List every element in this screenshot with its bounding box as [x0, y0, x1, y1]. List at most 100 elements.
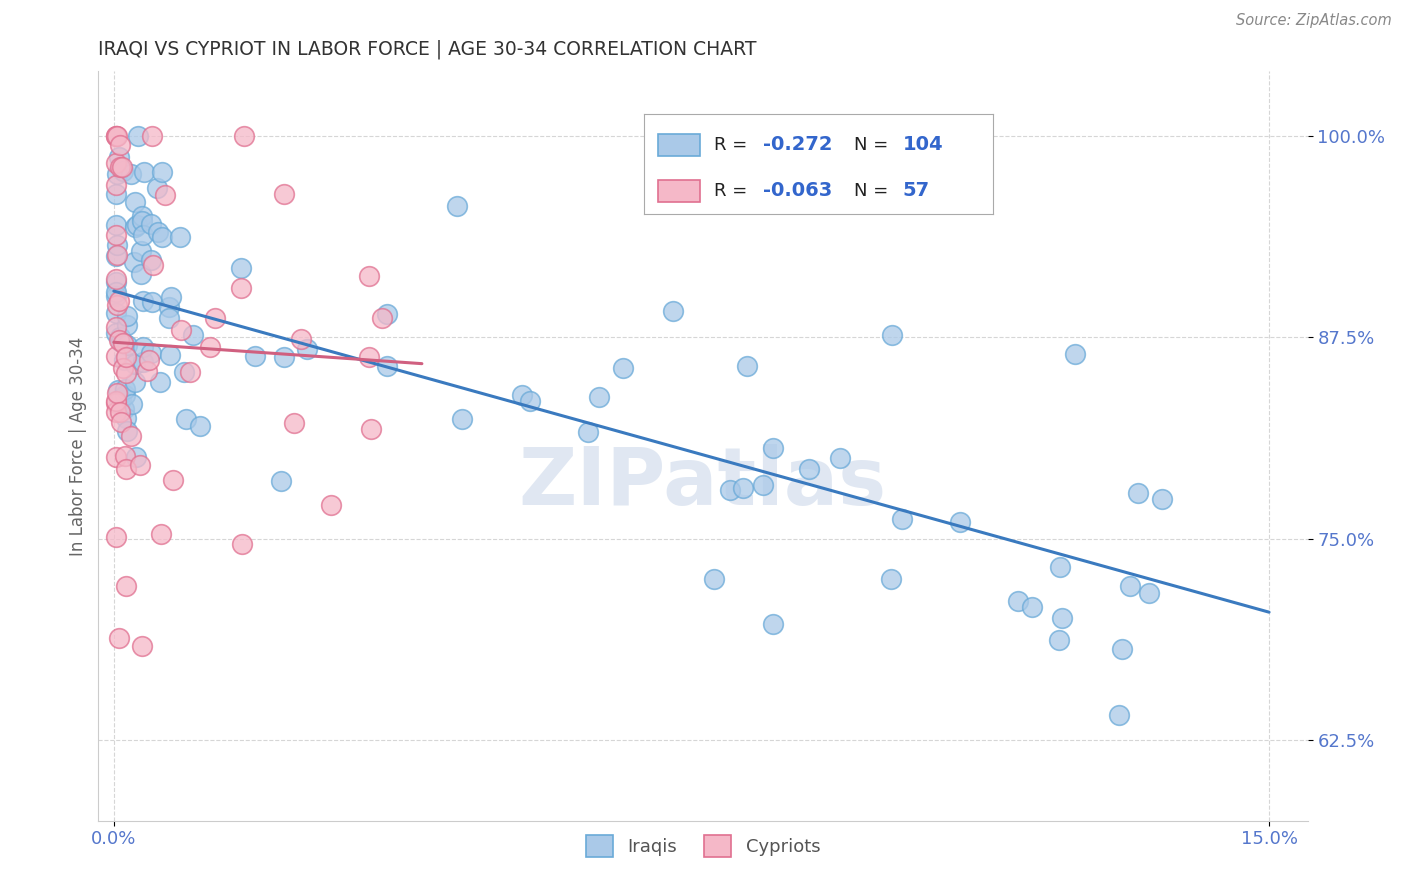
Text: 57: 57 — [903, 181, 929, 200]
Point — [204, 310, 226, 325]
Point — [125, 219, 148, 233]
Point — [243, 349, 266, 363]
Point — [105, 218, 128, 232]
Point — [149, 376, 172, 390]
Point — [120, 429, 142, 443]
Point — [131, 355, 153, 369]
Point — [198, 340, 221, 354]
Point — [1064, 347, 1087, 361]
Point — [108, 333, 131, 347]
Point — [169, 323, 191, 337]
Point — [139, 217, 162, 231]
Point — [111, 160, 134, 174]
Point — [105, 128, 128, 143]
Point — [1049, 560, 1071, 574]
Point — [371, 311, 394, 326]
Point — [139, 346, 162, 360]
Point — [107, 293, 129, 308]
Point — [110, 137, 132, 152]
Point — [375, 359, 398, 374]
Point — [1050, 610, 1073, 624]
Point — [105, 405, 128, 419]
Point — [720, 483, 742, 497]
Point — [150, 230, 173, 244]
Point — [1150, 492, 1173, 507]
Point — [114, 411, 136, 425]
Point — [115, 367, 138, 381]
Point — [162, 473, 184, 487]
Point — [1137, 585, 1160, 599]
Point — [105, 272, 128, 286]
Point — [273, 350, 295, 364]
Point — [112, 336, 135, 351]
Point — [105, 156, 128, 170]
Point — [146, 181, 169, 195]
Point — [132, 340, 155, 354]
Point — [576, 425, 599, 439]
Point — [153, 188, 176, 202]
Point — [231, 537, 253, 551]
Point — [141, 128, 163, 143]
Text: N =: N = — [853, 136, 893, 153]
Point — [1111, 641, 1133, 656]
Point — [105, 178, 128, 193]
Text: -0.272: -0.272 — [763, 136, 832, 154]
Point — [105, 319, 128, 334]
Point — [105, 285, 128, 300]
Point — [232, 128, 254, 143]
Point — [270, 474, 292, 488]
Y-axis label: In Labor Force | Age 30-34: In Labor Force | Age 30-34 — [69, 336, 87, 556]
Point — [752, 478, 775, 492]
Point — [880, 573, 903, 587]
Point — [375, 307, 398, 321]
Point — [357, 350, 380, 364]
Point — [105, 326, 128, 341]
Point — [799, 461, 821, 475]
Point — [105, 128, 128, 143]
Point — [115, 424, 138, 438]
Point — [105, 385, 128, 400]
Text: R =: R = — [714, 182, 754, 200]
Point — [1118, 579, 1140, 593]
Point — [105, 167, 128, 181]
Point — [283, 416, 305, 430]
Point — [295, 343, 318, 357]
Point — [115, 318, 138, 332]
Point — [357, 268, 380, 283]
Text: R =: R = — [714, 136, 754, 153]
Point — [173, 365, 195, 379]
Point — [131, 640, 153, 654]
Point — [131, 213, 153, 227]
Point — [112, 335, 135, 350]
Point — [1128, 486, 1150, 500]
Point — [115, 338, 138, 352]
Point — [229, 280, 252, 294]
Point — [105, 186, 128, 201]
Text: Source: ZipAtlas.com: Source: ZipAtlas.com — [1236, 13, 1392, 29]
Point — [120, 167, 142, 181]
Point — [828, 450, 851, 465]
Point — [703, 572, 725, 586]
Point — [662, 303, 685, 318]
Point — [157, 300, 180, 314]
Point — [141, 295, 163, 310]
Point — [105, 248, 128, 262]
Point — [735, 359, 758, 373]
Point — [761, 616, 783, 631]
Point — [157, 310, 180, 325]
Point — [105, 275, 128, 289]
Point — [121, 396, 143, 410]
Point — [891, 512, 914, 526]
Point — [141, 253, 163, 268]
Point — [124, 194, 146, 209]
Point — [1007, 594, 1029, 608]
Point — [321, 498, 343, 512]
Point — [111, 164, 134, 178]
Point — [112, 402, 135, 417]
Point — [105, 306, 128, 320]
Point — [124, 375, 146, 389]
Point — [290, 332, 312, 346]
Point — [588, 390, 610, 404]
Point — [112, 353, 135, 368]
Point — [731, 481, 754, 495]
